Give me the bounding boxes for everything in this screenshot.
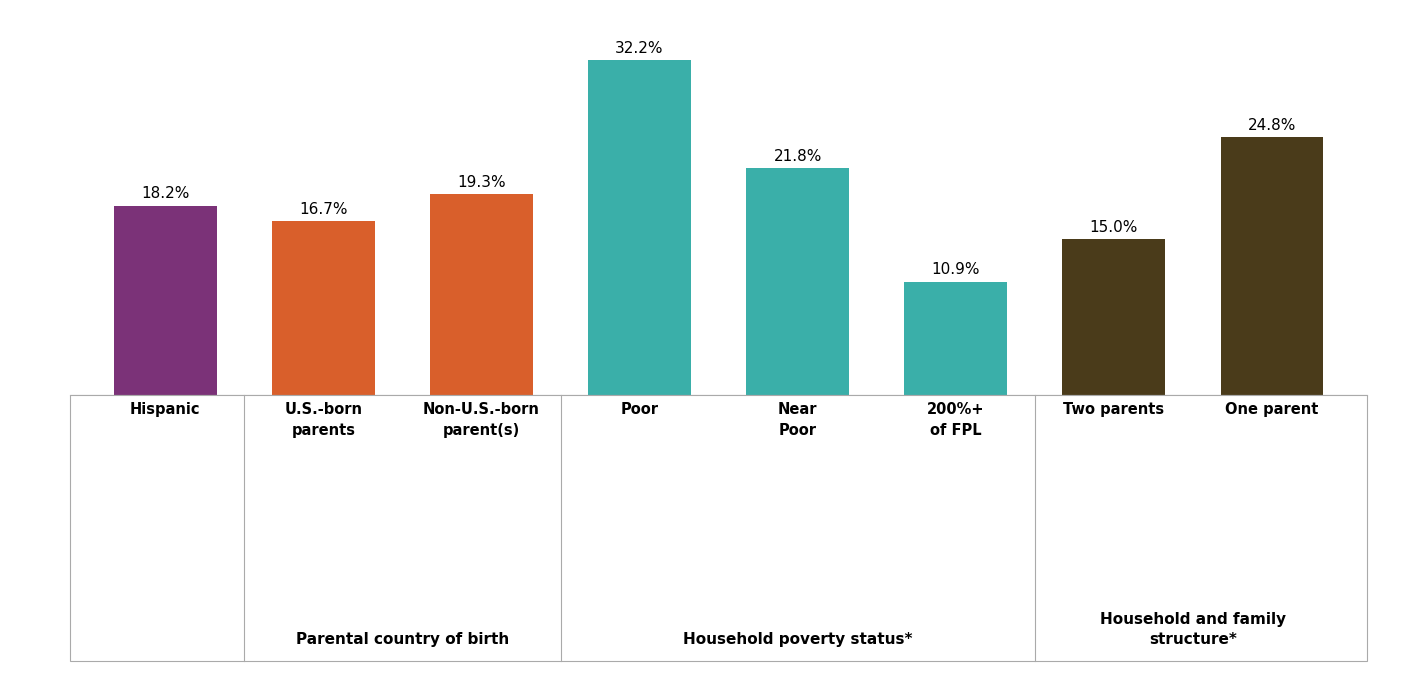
Text: 15.0%: 15.0%	[1089, 220, 1138, 235]
Text: Two parents: Two parents	[1064, 402, 1164, 417]
Bar	[430, 194, 533, 395]
Text: U.S.-born
parents: U.S.-born parents	[285, 402, 362, 438]
Bar	[905, 281, 1007, 395]
Text: Household poverty status*: Household poverty status*	[683, 632, 913, 647]
Bar	[272, 221, 375, 395]
Text: 16.7%: 16.7%	[299, 202, 348, 217]
Text: 200%+
of FPL: 200%+ of FPL	[927, 402, 985, 438]
Text: Household and family
structure*: Household and family structure*	[1100, 612, 1286, 647]
Text: 21.8%: 21.8%	[774, 149, 821, 164]
Text: 32.2%: 32.2%	[616, 41, 664, 56]
Text: 18.2%: 18.2%	[141, 187, 189, 202]
Text: 24.8%: 24.8%	[1248, 118, 1296, 133]
Text: Non-U.S.-born
parent(s): Non-U.S.-born parent(s)	[423, 402, 540, 438]
Bar	[1062, 239, 1165, 395]
Bar	[747, 168, 850, 395]
Text: Parental country of birth: Parental country of birth	[296, 632, 509, 647]
Bar	[1220, 137, 1323, 395]
Bar	[588, 60, 690, 395]
Text: 19.3%: 19.3%	[457, 175, 506, 190]
Text: One parent: One parent	[1226, 402, 1319, 417]
Text: Hispanic: Hispanic	[130, 402, 200, 417]
Bar	[114, 206, 217, 395]
Text: 10.9%: 10.9%	[931, 262, 981, 277]
Text: Near
Poor: Near Poor	[778, 402, 817, 438]
Text: Poor: Poor	[620, 402, 658, 417]
